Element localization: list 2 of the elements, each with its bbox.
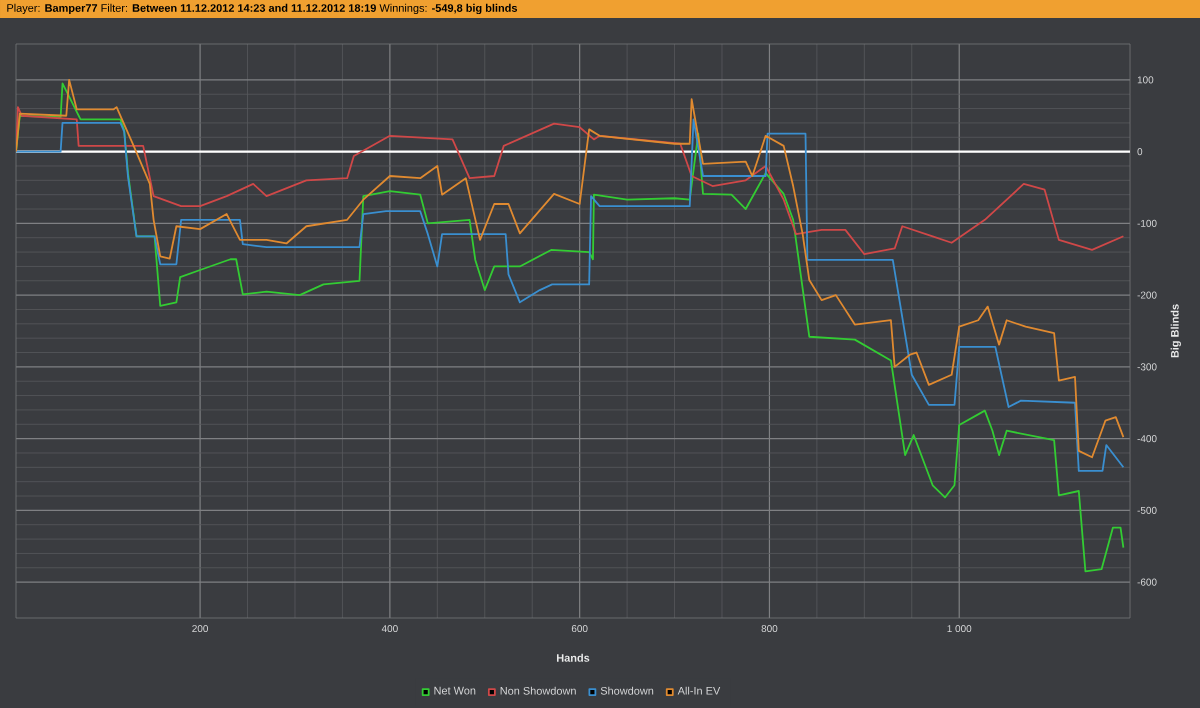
line-series: [16, 82, 1125, 573]
line-series: [16, 106, 1125, 256]
